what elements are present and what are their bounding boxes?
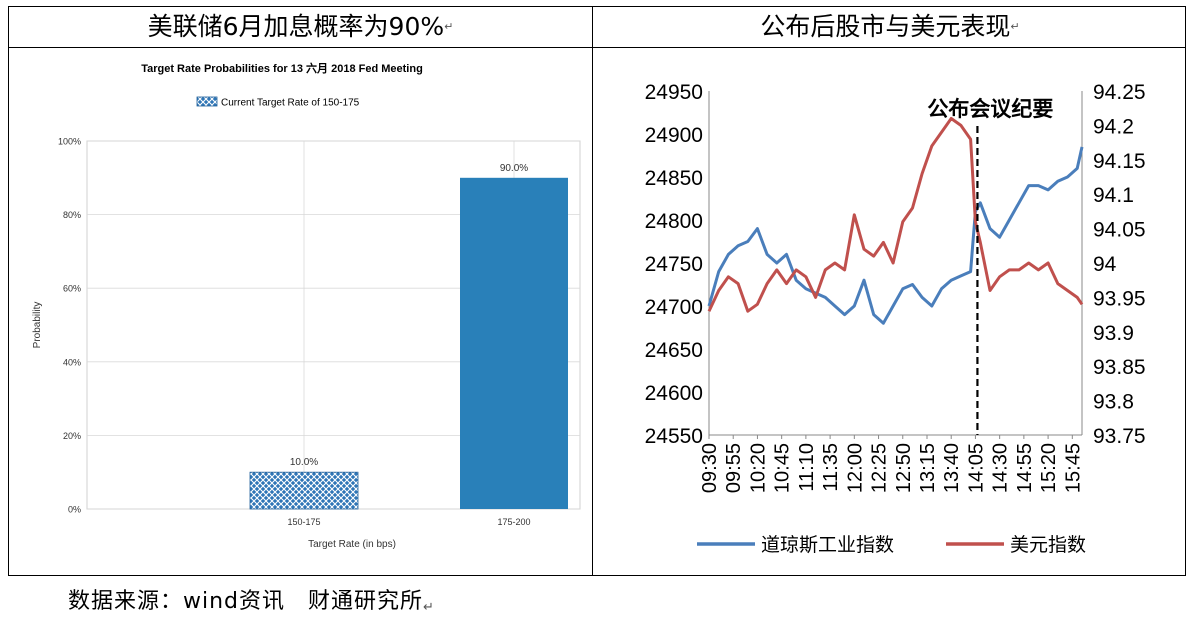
y-tick-label: 0% (68, 505, 81, 515)
x-tick-label: 175-200 (497, 517, 530, 527)
right-tick-label: 93.75 (1093, 425, 1146, 448)
x-tick-label: 14:55 (1014, 443, 1036, 493)
right-tick-label: 93.95 (1093, 287, 1146, 310)
left-tick-label: 24600 (645, 382, 703, 405)
x-tick-label: 13:15 (917, 443, 939, 493)
bar-chart-title: Target Rate Probabilities for 13 六月 2018… (141, 61, 423, 75)
right-panel-title: 公布后股市与美元表现↵ (760, 12, 1020, 41)
left-tick-label: 24850 (645, 167, 703, 190)
y-tick-label: 100% (58, 137, 81, 147)
right-tick-label: 94.15 (1093, 150, 1146, 173)
left-tick-label: 24750 (645, 253, 703, 276)
left-tick-label: 24900 (645, 124, 703, 147)
x-tick-label: 09:30 (699, 443, 721, 493)
y-tick-label: 40% (63, 357, 81, 367)
series-line (707, 117, 1084, 313)
x-tick-label: 11:35 (820, 443, 842, 492)
x-tick-label: 12:25 (869, 443, 891, 493)
x-tick-label: 14:30 (990, 443, 1012, 493)
series-line (707, 146, 1084, 325)
right-tick-label: 94 (1093, 253, 1117, 276)
y-axis-label: Probability (32, 302, 43, 349)
right-tick-label: 94.25 (1093, 81, 1146, 104)
right-tick-label: 93.9 (1093, 322, 1134, 345)
x-tick-label: 09:55 (723, 443, 745, 493)
paragraph-mark-icon: ↵ (1010, 20, 1020, 33)
left-tick-label: 24550 (645, 425, 703, 448)
bar (249, 471, 359, 510)
right-tick-label: 94.05 (1093, 219, 1146, 242)
x-tick-label: 150-175 (287, 517, 320, 527)
left-tick-label: 24950 (645, 81, 703, 104)
legend-label: 美元指数 (1010, 534, 1086, 556)
x-tick-label: 10:20 (747, 443, 769, 493)
legend-label: 道琼斯工业指数 (761, 534, 894, 556)
annotation-label: 公布会议纪要 (927, 97, 1053, 121)
bar-chart: Target Rate Probabilities for 13 六月 2018… (32, 61, 581, 550)
left-panel-title: 美联储6月加息概率为90%↵ (147, 12, 454, 41)
table-header-divider (9, 47, 1185, 48)
left-tick-label: 24800 (645, 210, 703, 233)
right-tick-label: 93.85 (1093, 356, 1146, 379)
left-tick-label: 24650 (645, 339, 703, 362)
y-tick-label: 20% (63, 431, 81, 441)
x-tick-label: 13:40 (941, 443, 963, 493)
right-tick-label: 93.8 (1093, 391, 1134, 414)
source-note: 数据来源：wind资讯 财通研究所↵ (68, 589, 435, 615)
bar (460, 177, 568, 510)
bar-data-label: 10.0% (290, 457, 318, 468)
y-tick-label: 80% (63, 210, 81, 220)
x-tick-label: 10:45 (772, 443, 794, 493)
bar-data-label: 90.0% (500, 163, 528, 174)
x-tick-label: 15:45 (1062, 443, 1084, 493)
x-tick-label: 12:50 (893, 443, 915, 493)
right-tick-label: 94.2 (1093, 115, 1134, 138)
x-tick-label: 11:10 (796, 443, 818, 492)
x-tick-label: 14:05 (965, 443, 987, 493)
right-tick-label: 94.1 (1093, 184, 1134, 207)
legend-label: Current Target Rate of 150-175 (221, 98, 360, 109)
left-tick-label: 24700 (645, 296, 703, 319)
x-tick-label: 15:20 (1038, 443, 1060, 493)
paragraph-mark-icon: ↵ (444, 20, 454, 33)
line-chart: 24550 24600 24650 24700 24750 24800 24850 24900… (645, 81, 1146, 556)
legend-swatch (196, 96, 218, 107)
y-tick-label: 60% (63, 284, 81, 294)
figure-table: 美联储6月加息概率为90%↵ 公布后股市与美元表现↵ Target Rate P… (8, 6, 1186, 576)
x-axis-label: Target Rate (in bps) (308, 539, 396, 550)
x-tick-label: 12:00 (844, 443, 866, 493)
table-column-divider (592, 7, 593, 575)
